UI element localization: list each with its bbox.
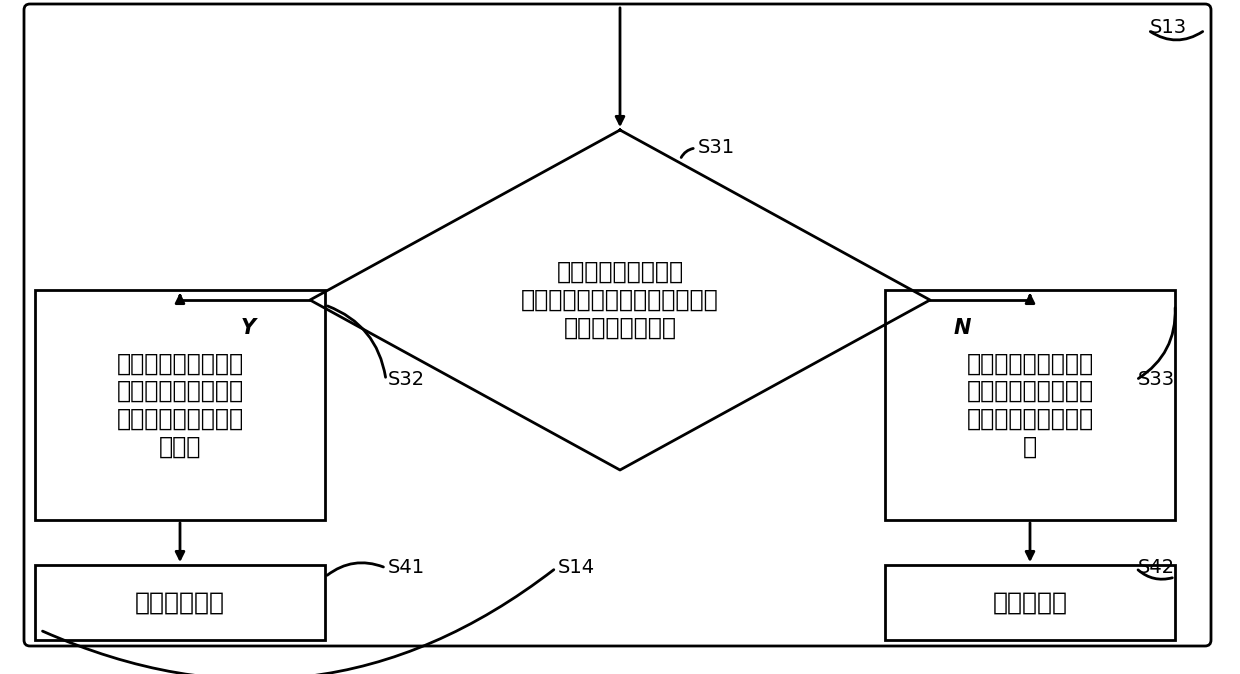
Text: 当前环境的光线强度
不在摄像头正常曝光
所需的光线强度范围
内: 当前环境的光线强度 不在摄像头正常曝光 所需的光线强度范围 内 [966, 351, 1094, 459]
Bar [885, 565, 1176, 640]
Bar [35, 290, 325, 520]
Text: S31: S31 [698, 138, 735, 157]
Text: 当前环境的光线强度
是在所述摄像头正常
曝光所需的光线强度
范围内: 当前环境的光线强度 是在所述摄像头正常 曝光所需的光线强度 范围内 [117, 351, 243, 459]
Bar [35, 565, 325, 640]
Text: 判断当前环境的光线
强度是否在摄像头正常曝光所需
的光线强度范围内: 判断当前环境的光线 强度是否在摄像头正常曝光所需 的光线强度范围内 [521, 260, 719, 340]
Text: N: N [954, 318, 971, 338]
Text: S32: S32 [388, 370, 425, 389]
Text: S33: S33 [1138, 370, 1176, 389]
Text: S14: S14 [558, 558, 595, 577]
Text: 不开启闪光灯: 不开启闪光灯 [135, 590, 224, 615]
Text: S13: S13 [1149, 18, 1187, 37]
Text: Y: Y [241, 318, 255, 338]
Text: 开启闪光灯: 开启闪光灯 [992, 590, 1068, 615]
Bar [885, 290, 1176, 520]
Text: S42: S42 [1138, 558, 1176, 577]
Text: S41: S41 [388, 558, 425, 577]
